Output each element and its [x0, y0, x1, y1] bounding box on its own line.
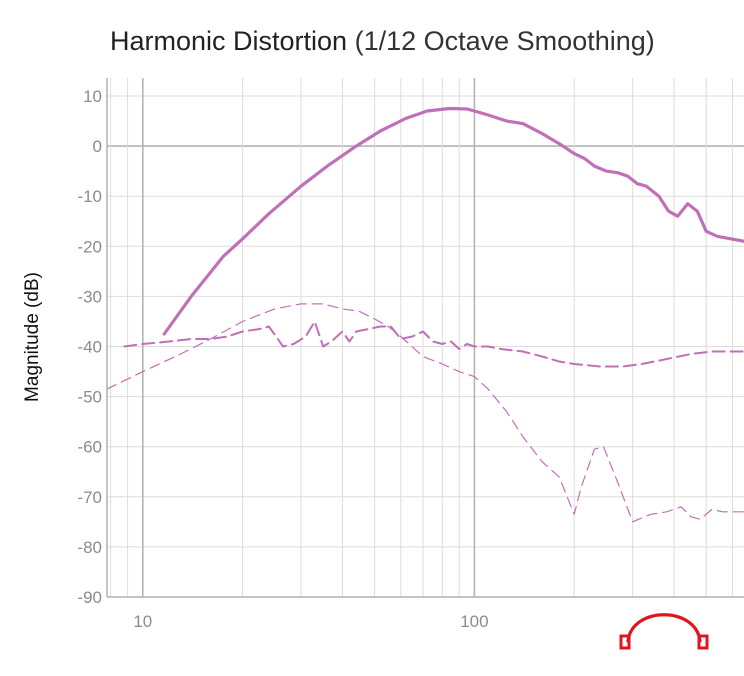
y-tick-label: -80: [77, 538, 102, 557]
chart-subtitle: (1/12 Octave Smoothing): [354, 26, 655, 56]
chart-title: Harmonic Distortion (1/12 Octave Smoothi…: [110, 26, 655, 57]
headphone-right-cup: [697, 634, 709, 650]
series-line-3: [106, 303, 744, 523]
series-line-2: [123, 320, 744, 368]
headphone-left-cup: [619, 634, 631, 650]
y-tick-label: -10: [77, 187, 102, 206]
y-tick-label: 0: [93, 137, 102, 156]
axis-lines: [106, 78, 744, 598]
y-tick-label: -40: [77, 338, 102, 357]
y-tick-label: -30: [77, 287, 102, 306]
x-tick-label: 100: [460, 612, 488, 631]
headphone-logo: [619, 613, 709, 650]
chart-title-main: Harmonic Distortion: [110, 26, 348, 56]
y-tick-label: -60: [77, 438, 102, 457]
y-tick-label: -70: [77, 488, 102, 507]
series-lines: [106, 106, 744, 523]
y-tick-label: -90: [77, 588, 102, 607]
series-line-1: [162, 106, 744, 336]
y-tick-label: -50: [77, 388, 102, 407]
x-tick-label: 10: [133, 612, 152, 631]
grid-lines: [107, 78, 744, 598]
y-tick-label: -20: [77, 237, 102, 256]
y-tick-label: 10: [83, 87, 102, 106]
headphone-band: [626, 613, 702, 643]
